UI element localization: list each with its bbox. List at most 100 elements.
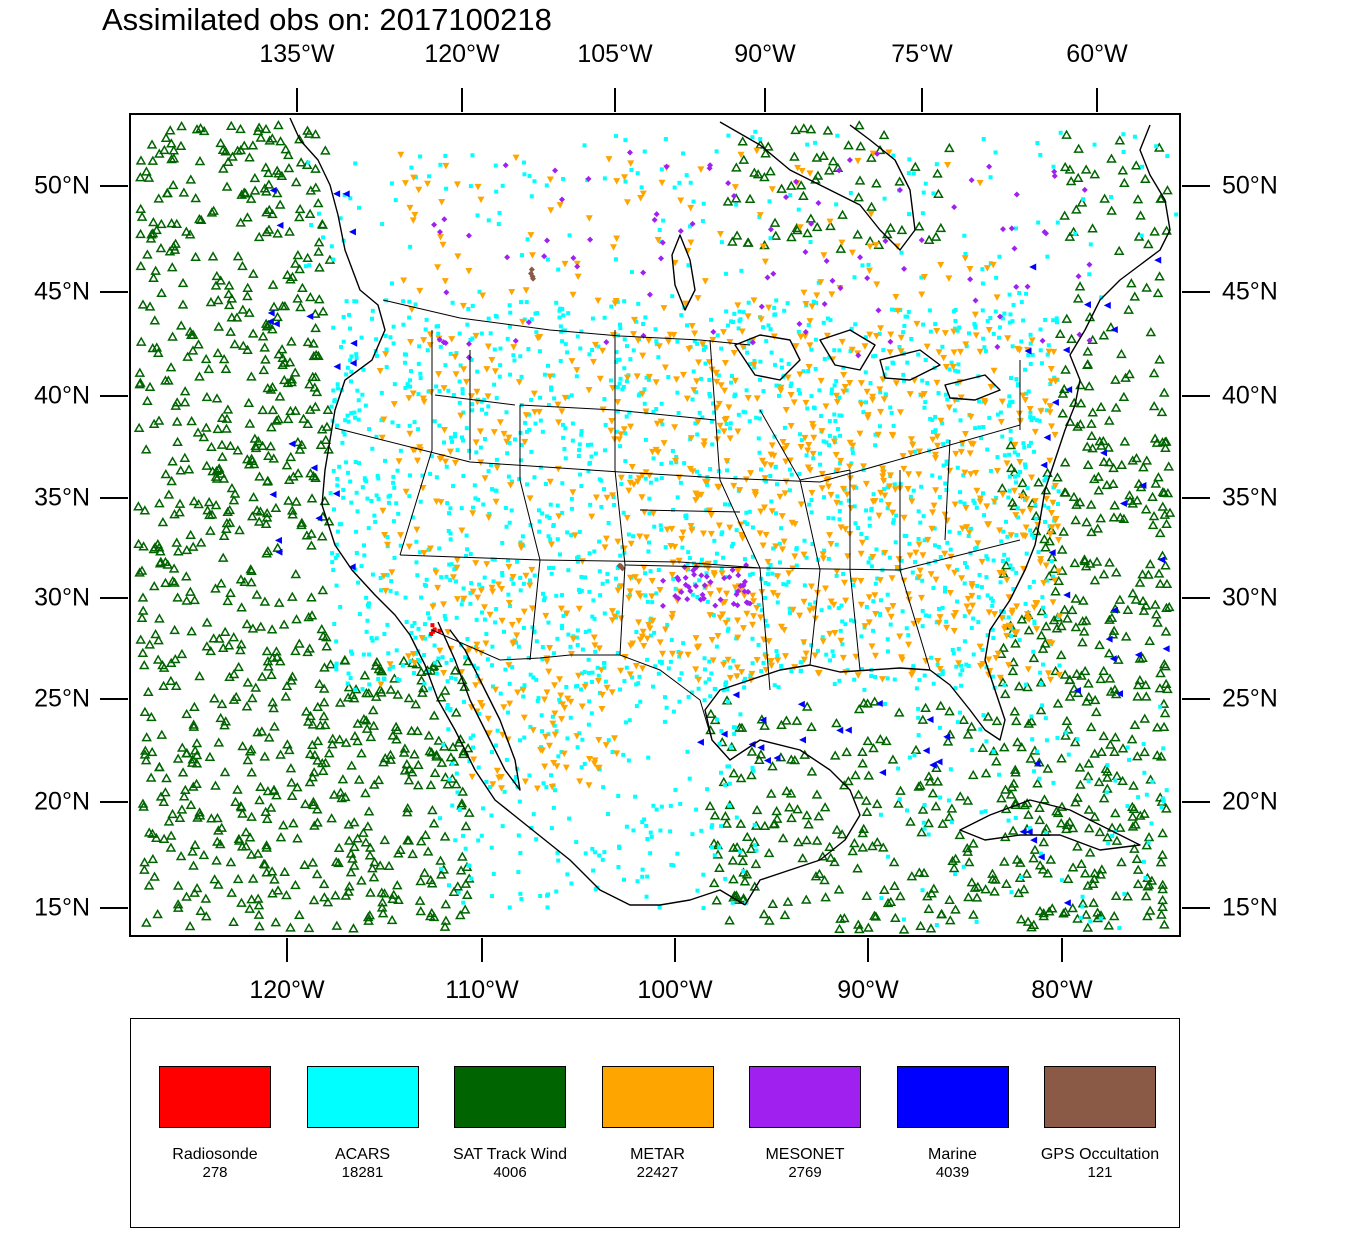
sat-track-wind-point <box>1051 806 1062 816</box>
sat-track-wind-point <box>1064 674 1075 685</box>
metar-point <box>800 598 808 606</box>
radiosonde-point <box>430 623 435 628</box>
metar-point <box>950 328 958 336</box>
marine-point <box>1065 386 1073 394</box>
sat-track-wind-point <box>272 885 284 895</box>
acars-point <box>1017 291 1022 296</box>
acars-point <box>720 530 725 535</box>
metar-point <box>968 592 976 600</box>
sat-track-wind-point <box>174 812 186 822</box>
sat-track-wind-point <box>286 505 298 515</box>
acars-point <box>451 393 456 398</box>
sat-track-wind-point <box>266 669 277 679</box>
sat-track-wind-point <box>323 748 335 758</box>
acars-point <box>852 504 857 509</box>
sat-track-wind-point <box>158 796 170 806</box>
acars-point <box>708 394 713 399</box>
metar-point <box>932 576 940 584</box>
sat-track-wind-point <box>191 737 203 748</box>
acars-point <box>849 618 854 623</box>
sat-track-wind-point <box>225 856 237 867</box>
sat-track-wind-point <box>298 413 309 423</box>
acars-point <box>642 817 647 822</box>
sat-track-wind-point <box>737 855 749 866</box>
metar-point <box>634 337 642 344</box>
metar-point <box>659 650 667 658</box>
sat-track-wind-point <box>261 207 272 217</box>
acars-point <box>445 501 450 506</box>
acars-point <box>348 676 353 681</box>
metar-point <box>630 481 638 489</box>
sat-track-wind-point <box>195 537 207 547</box>
acars-point <box>916 537 921 542</box>
acars-point <box>500 570 505 575</box>
sat-track-wind-point <box>1079 868 1091 878</box>
acars-point <box>849 461 854 466</box>
sat-track-wind-point <box>268 301 280 311</box>
sat-track-wind-point <box>232 445 244 455</box>
acars-point <box>906 309 911 314</box>
acars-point <box>686 263 691 268</box>
acars-point <box>532 629 537 634</box>
acars-point <box>704 508 709 513</box>
legend-item: ACARS 18281 <box>306 1066 419 1181</box>
sat-track-wind-point <box>288 818 299 828</box>
acars-point <box>569 393 574 398</box>
acars-point <box>827 355 832 360</box>
sat-track-wind-point <box>210 780 221 790</box>
acars-point <box>738 849 743 854</box>
sat-track-wind-point <box>1023 809 1034 819</box>
acars-point <box>523 420 528 425</box>
sat-track-wind-point <box>154 498 165 508</box>
acars-point <box>557 315 562 320</box>
metar-point <box>626 671 634 678</box>
metar-point <box>453 557 461 564</box>
acars-point <box>891 518 896 523</box>
acars-point <box>901 372 906 377</box>
acars-point <box>551 651 556 656</box>
mesonet-point <box>512 337 519 344</box>
acars-point <box>1027 826 1032 831</box>
metar-point <box>949 363 957 371</box>
metar-point <box>556 202 564 209</box>
acars-point <box>947 367 952 372</box>
sat-track-wind-point <box>1161 225 1172 235</box>
acars-point <box>622 679 627 684</box>
sat-track-wind-point <box>318 878 330 889</box>
acars-point <box>834 542 839 547</box>
acars-point <box>794 547 799 552</box>
sat-track-wind-point <box>1157 486 1169 497</box>
mesonet-point <box>466 340 473 347</box>
sat-track-wind-point <box>843 776 854 786</box>
metar-point <box>692 490 700 498</box>
us-canada-border <box>382 299 751 346</box>
acars-point <box>926 832 931 837</box>
sat-track-wind-point <box>210 583 221 593</box>
acars-point <box>1029 532 1034 537</box>
acars-point <box>518 575 523 580</box>
metar-point <box>857 401 865 408</box>
sat-track-wind-point <box>228 632 240 642</box>
acars-point <box>891 423 896 428</box>
mesonet-point <box>951 204 958 211</box>
sat-track-wind-point <box>885 222 896 232</box>
acars-point <box>715 717 720 722</box>
acars-point <box>777 541 782 546</box>
metar-point <box>533 785 541 793</box>
sat-track-wind-point <box>1061 313 1073 323</box>
sat-track-wind-point <box>1054 328 1066 338</box>
acars-point <box>677 677 682 682</box>
metar-point <box>734 634 742 642</box>
acars-point <box>596 344 601 349</box>
metar-point <box>769 590 777 597</box>
sat-track-wind-point <box>1126 278 1137 288</box>
metar-point <box>802 650 810 658</box>
acars-point <box>866 560 871 565</box>
acars-point <box>955 599 960 604</box>
acars-point <box>1000 558 1005 563</box>
acars-point <box>654 591 659 596</box>
metar-point <box>1051 577 1059 584</box>
metar-point <box>849 442 857 450</box>
sat-track-wind-point <box>379 888 390 898</box>
acars-point <box>931 191 936 196</box>
